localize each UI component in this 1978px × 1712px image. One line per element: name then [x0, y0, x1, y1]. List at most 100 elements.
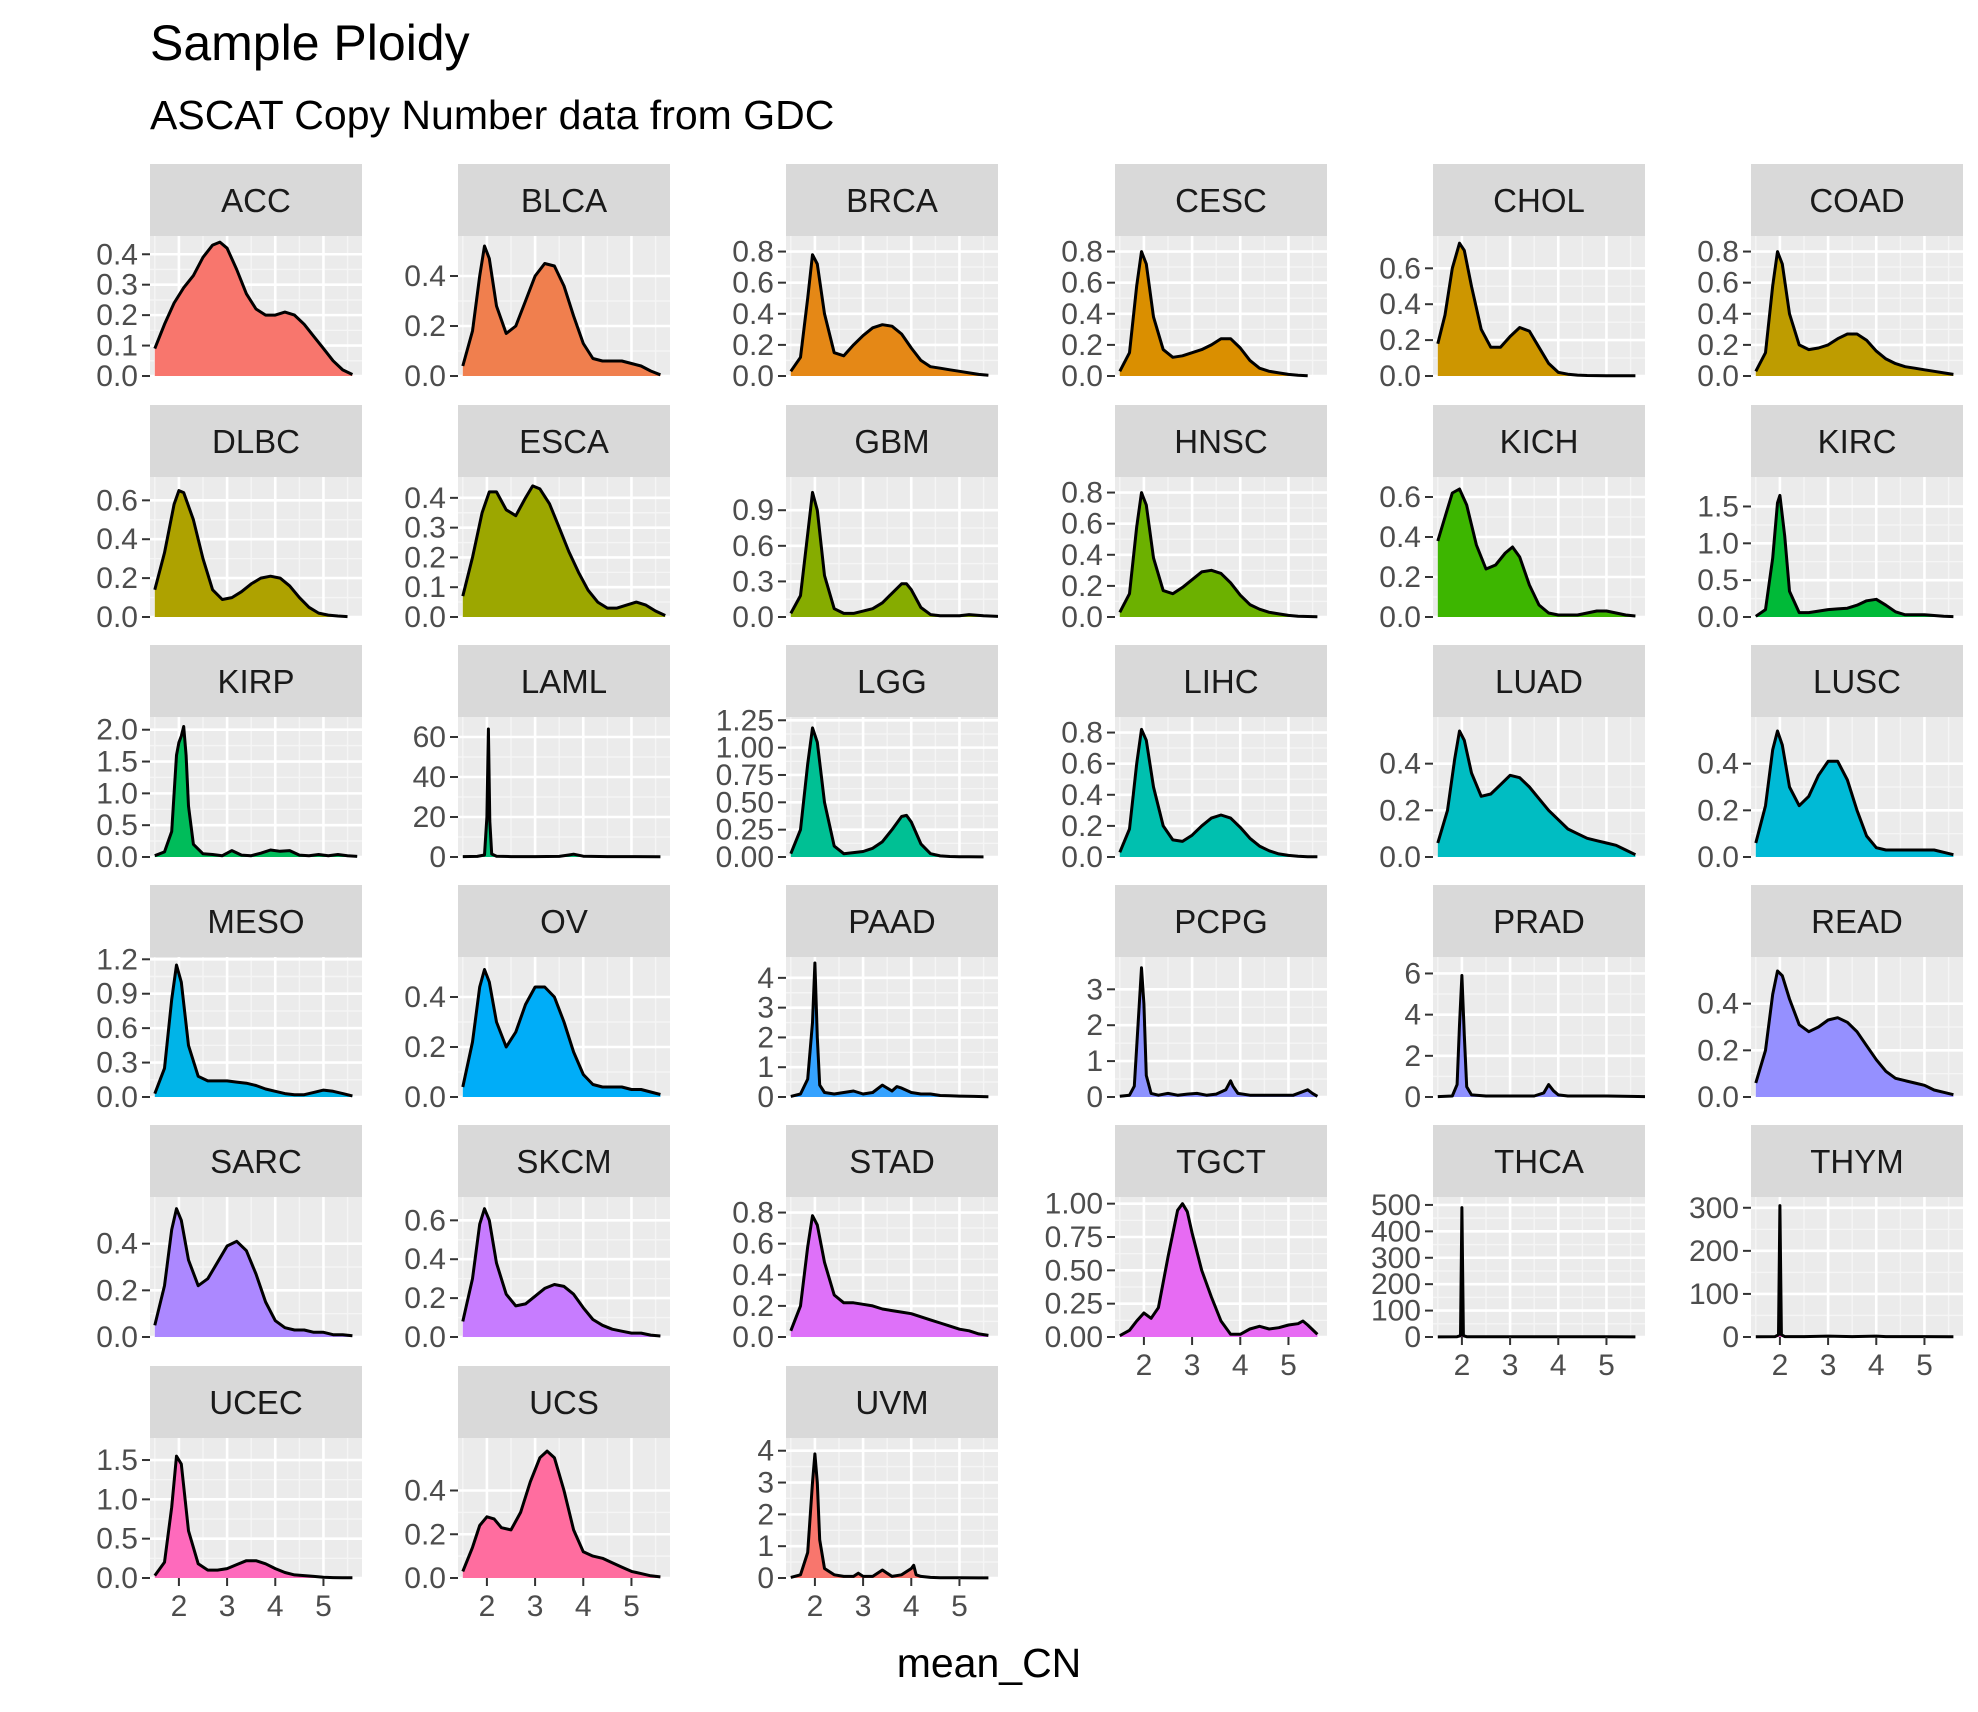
- facet-strip: [1115, 1125, 1327, 1197]
- facet-strip-label: SARC: [210, 1143, 302, 1180]
- panel-background: [1751, 1197, 1963, 1337]
- y-tick-label: 0.6: [1379, 481, 1421, 514]
- y-tick-label: 0: [1404, 1321, 1421, 1354]
- panel-acc: ACC 0.00.10.20.30.4: [96, 164, 362, 393]
- facet-strip: [150, 1125, 362, 1197]
- x-tick-label: 4: [267, 1590, 284, 1623]
- panel-lusc: LUSC 0.0 0.2 0.4: [1697, 645, 1963, 874]
- y-tick-label: 0.0: [404, 1081, 446, 1114]
- y-tick-label: 0.0: [404, 360, 446, 393]
- y-tick-label: 4: [757, 962, 774, 995]
- density-area: [1119, 1203, 1318, 1337]
- y-tick-label: 0.0: [1697, 360, 1739, 393]
- x-tick-label: 4: [1232, 1349, 1249, 1382]
- y-tick-label: 2: [1086, 1009, 1103, 1042]
- y-tick-label: 0.2: [1697, 794, 1739, 827]
- density-line: [153, 1454, 353, 1580]
- x-axis-label: mean_CN: [896, 1640, 1082, 1686]
- density-line: [153, 489, 348, 619]
- facet-strip: [1751, 645, 1963, 717]
- y-tick-label: 0.4: [1697, 988, 1739, 1021]
- panel-background: [1433, 957, 1645, 1097]
- facet-strip: [150, 645, 362, 717]
- y-tick-label: 0.2: [404, 1518, 446, 1551]
- facet-strip-label: KIRC: [1818, 423, 1897, 460]
- y-tick-label: 0: [757, 1562, 774, 1595]
- density-area: [1755, 731, 1954, 857]
- y-tick-label: 1.00: [1045, 1188, 1103, 1221]
- panel-ov: OV 0.0 0.2 0.4: [404, 885, 670, 1114]
- density-line: [153, 963, 353, 1098]
- facet-strip: [1433, 164, 1645, 236]
- y-tick-label: 0: [1404, 1081, 1421, 1114]
- y-tick-label: 20: [413, 801, 446, 834]
- panel-coad: COAD 0.00.20.40.60.8: [1697, 164, 1963, 393]
- density-area: [1119, 251, 1308, 376]
- x-tick-label: 5: [315, 1590, 332, 1623]
- y-tick-label: 0.2: [1379, 561, 1421, 594]
- facet-strip: [1115, 405, 1327, 477]
- density-line: [1436, 487, 1636, 618]
- y-tick-label: 0.9: [732, 494, 774, 527]
- y-tick-label: 0.5: [96, 1523, 138, 1556]
- y-tick-label: 0.2: [1697, 1034, 1739, 1067]
- density-line: [1119, 966, 1319, 1098]
- y-tick-label: 0.4: [404, 1475, 446, 1508]
- x-tick-label: 3: [219, 1590, 236, 1623]
- facet-strip: [1433, 405, 1645, 477]
- y-tick-label: 4: [1404, 999, 1421, 1032]
- facet-strip: [150, 885, 362, 957]
- facet-strip-label: THYM: [1810, 1143, 1904, 1180]
- y-tick-label: 2: [1404, 1040, 1421, 1073]
- y-tick-label: 0.8: [732, 236, 774, 269]
- y-tick-label: 0.4: [404, 1243, 446, 1276]
- facet-strip-label: UCEC: [209, 1384, 303, 1421]
- facet-strip-label: LIHC: [1183, 663, 1258, 700]
- facet-strip-label: KICH: [1500, 423, 1579, 460]
- density-area: [462, 485, 666, 617]
- panel-esca: ESCA 0.00.10.20.30.4: [404, 405, 670, 634]
- y-tick-label: 1: [1086, 1045, 1103, 1078]
- facet-strip-label: PCPG: [1174, 903, 1268, 940]
- panel-laml: LAML 0 20 40 60: [413, 645, 670, 874]
- y-tick-label: 0.0: [96, 601, 138, 634]
- panel-read: READ 0.0 0.2 0.4: [1697, 885, 1963, 1114]
- y-tick-label: 0.0: [1379, 360, 1421, 393]
- y-tick-label: 0.0: [404, 1321, 446, 1354]
- facet-strip-label: KIRP: [217, 663, 294, 700]
- y-tick-label: 0.0: [96, 1562, 138, 1595]
- y-tick-label: 0.4: [1379, 288, 1421, 321]
- y-tick-label: 200: [1371, 1268, 1421, 1301]
- facet-strip: [1115, 164, 1327, 236]
- y-tick-label: 0.2: [96, 1274, 138, 1307]
- facet-strip-label: LUSC: [1813, 663, 1901, 700]
- panel-skcm: SKCM 0.0 0.2 0.4 0.6: [404, 1125, 670, 1354]
- facet-strip-label: LGG: [857, 663, 927, 700]
- y-tick-label: 2.0: [96, 714, 138, 747]
- facet-strip: [786, 405, 998, 477]
- x-tick-label: 4: [575, 1590, 592, 1623]
- y-tick-label: 0.50: [716, 786, 774, 819]
- y-tick-label: 0.75: [1045, 1221, 1103, 1254]
- y-tick-label: 500: [1371, 1189, 1421, 1222]
- density-line: [1754, 493, 1954, 619]
- y-tick-label: 0.0: [96, 841, 138, 874]
- y-tick-label: 0.6: [1061, 748, 1103, 781]
- y-tick-label: 0.6: [96, 1012, 138, 1045]
- facet-strip: [1751, 885, 1963, 957]
- panel-ucec: UCEC 0.0 0.5 1.0 1.5 2 3 4 5: [96, 1366, 362, 1623]
- y-tick-label: 0.0: [404, 601, 446, 634]
- facet-strip: [786, 1125, 998, 1197]
- y-tick-label: 0.2: [404, 1031, 446, 1064]
- panel-lihc: LIHC 0.00.20.40.60.8: [1061, 645, 1327, 874]
- y-tick-label: 0.0: [732, 1321, 774, 1354]
- y-tick-label: 0.0: [96, 1081, 138, 1114]
- density-area: [462, 246, 661, 376]
- facet-strip: [1751, 164, 1963, 236]
- y-tick-label: 0.1: [96, 330, 138, 363]
- facet-strip-label: TGCT: [1176, 1143, 1266, 1180]
- y-tick-label: 300: [1371, 1242, 1421, 1275]
